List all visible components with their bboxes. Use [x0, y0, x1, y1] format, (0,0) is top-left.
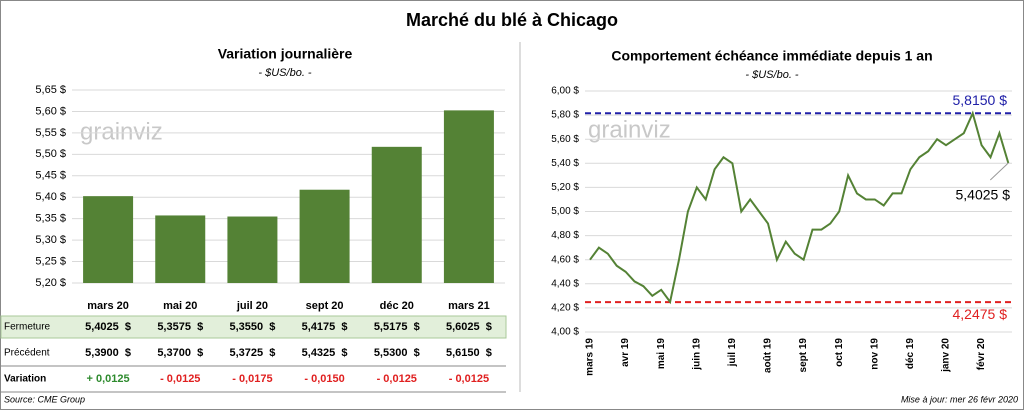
x-tick-label: déc 20	[380, 300, 414, 312]
y-tick-label: 4,60 $	[551, 254, 579, 265]
y-tick-label: 4,40 $	[551, 278, 579, 289]
y-tick-label: 5,20 $	[551, 182, 579, 193]
update-note: Mise à jour: mer 26 févr 2020	[901, 394, 1018, 404]
y-tick-label: 5,30 $	[35, 234, 66, 246]
x-tick-label: févr 20	[976, 338, 987, 371]
x-tick-label: oct 19	[834, 338, 845, 367]
y-tick-label: 4,20 $	[551, 303, 579, 314]
table-cell: - 0,0125	[160, 373, 200, 385]
logo: grainviz	[80, 118, 163, 145]
x-tick-label: nov 19	[869, 338, 880, 370]
table-cell: 5,4175 $	[302, 321, 348, 333]
table-cell: - 0,0125	[449, 373, 489, 385]
bar	[155, 215, 206, 283]
x-tick-label: mai 19	[656, 338, 667, 370]
table-cell: 5,6150 $	[446, 347, 492, 359]
x-tick-label: août 19	[763, 338, 774, 373]
reference-label: 4,2475 $	[953, 306, 1008, 322]
x-tick-label: mars 19	[585, 338, 596, 376]
y-tick-label: 5,50 $	[35, 148, 66, 160]
reference-label: 5,8150 $	[953, 92, 1008, 108]
y-tick-label: 6,00 $	[551, 86, 579, 97]
y-tick-label: 5,40 $	[551, 158, 579, 169]
annotation-leader	[989, 162, 1009, 181]
y-tick-label: 5,35 $	[35, 213, 66, 225]
table-cell: 5,3575 $	[157, 321, 203, 333]
y-tick-label: 5,80 $	[551, 110, 579, 121]
table-cell: 5,3550 $	[229, 321, 275, 333]
x-tick-label: janv 20	[941, 338, 952, 373]
x-tick-label: mai 20	[163, 300, 197, 312]
table-cell: - 0,0175	[232, 373, 272, 385]
x-tick-label: mars 21	[448, 300, 490, 312]
table-cell: 5,3900 $	[85, 347, 131, 359]
table-cell: + 0,0125	[87, 373, 130, 385]
table-cell: 5,5300 $	[374, 347, 420, 359]
x-tick-label: juil 20	[236, 300, 268, 312]
x-tick-label: mars 20	[87, 300, 129, 312]
y-tick-label: 5,60 $	[35, 105, 66, 117]
row-label: Précédent	[4, 348, 50, 359]
y-tick-label: 5,25 $	[35, 255, 66, 267]
table-cell: 5,3725 $	[229, 347, 275, 359]
table-cell: - 0,0150	[304, 373, 344, 385]
x-tick-label: avr 19	[620, 338, 631, 367]
x-tick-label: juil 19	[727, 338, 738, 368]
bar	[443, 110, 494, 283]
y-tick-label: 5,65 $	[35, 84, 66, 96]
table-cell: 5,5175 $	[374, 321, 420, 333]
y-tick-label: 4,80 $	[551, 230, 579, 241]
line	[589, 110, 1010, 305]
row-label: Variation	[4, 374, 46, 385]
table-cell: 5,4025 $	[85, 321, 131, 333]
chart-title: Comportement échéance immédiate depuis 1…	[611, 48, 932, 64]
row-label: Fermeture	[4, 322, 51, 333]
y-tick-label: 4,00 $	[551, 327, 579, 338]
y-tick-label: 5,40 $	[35, 191, 66, 203]
chart-title: Variation journalière	[218, 46, 353, 62]
table-highlight	[0, 315, 507, 339]
bar	[83, 196, 134, 283]
table-cell: 5,3700 $	[157, 347, 203, 359]
bar	[371, 146, 422, 283]
table-cell: - 0,0125	[377, 373, 417, 385]
bar	[299, 189, 350, 283]
chart-subtitle: - $US/bo. -	[258, 67, 312, 79]
table-cell: 5,6025 $	[446, 321, 492, 333]
y-tick-label: 5,45 $	[35, 170, 66, 182]
y-tick-label: 5,60 $	[551, 134, 579, 145]
x-tick-label: sept 20	[306, 300, 344, 312]
y-tick-label: 5,55 $	[35, 127, 66, 139]
table-cell: 5,4325 $	[302, 347, 348, 359]
y-tick-label: 5,20 $	[35, 277, 66, 289]
bar	[227, 216, 278, 283]
chart-subtitle: - $US/bo. -	[745, 69, 799, 81]
x-tick-label: sept 19	[798, 338, 809, 373]
source: Source: CME Group	[4, 394, 85, 404]
x-tick-label: juin 19	[691, 338, 702, 371]
annotation-label: 5,4025 $	[956, 187, 1011, 203]
page-title: Marché du blé à Chicago	[406, 10, 618, 30]
x-tick-label: déc 19	[905, 338, 916, 370]
y-tick-label: 5,00 $	[551, 206, 579, 217]
